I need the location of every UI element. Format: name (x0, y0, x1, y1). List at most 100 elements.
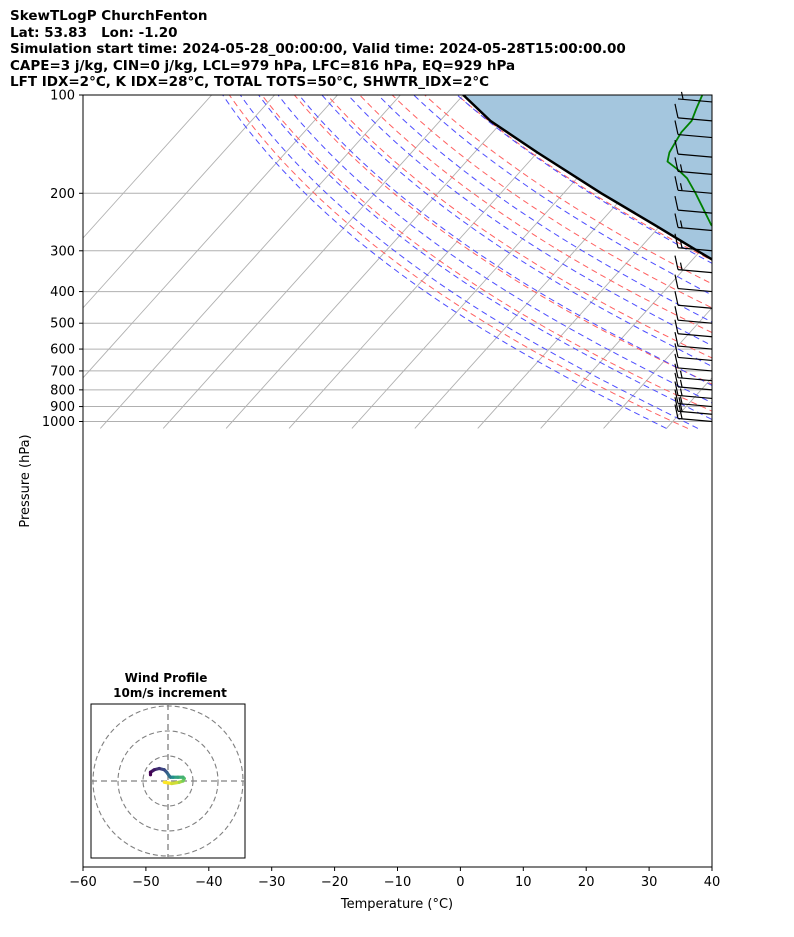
wind-barb-flag (674, 213, 679, 228)
y-tick-label: 600 (50, 343, 75, 358)
wind-barb-flag (674, 397, 679, 412)
isotherm-line (83, 95, 213, 239)
location-line: Lat: 53.83 Lon: -1.20 (10, 24, 178, 41)
wind-barb-flag (674, 195, 679, 211)
x-tick-label: 0 (456, 875, 464, 890)
isotherm-line (83, 95, 275, 309)
wind-barb-staff (677, 226, 713, 232)
moist-adiabat (298, 95, 712, 386)
dry-adiabat (391, 95, 712, 309)
wind-barb (674, 389, 713, 408)
wind-barb-flag (679, 240, 683, 248)
y-tick-label: 1000 (42, 415, 75, 430)
wind-barb-flag (679, 396, 683, 404)
wind-barb-flag (679, 183, 683, 191)
x-tick-label: −60 (69, 875, 96, 890)
moist-adiabat (222, 95, 667, 429)
wind-barb (674, 120, 713, 139)
wind-barb-flag (674, 363, 679, 378)
dry-adiabat (456, 95, 712, 261)
wind-barb-flag (674, 291, 679, 306)
moist-adiabat (321, 95, 712, 368)
isotherm-line (225, 95, 527, 429)
wind-barb-flag (674, 389, 679, 404)
y-tick-label: 800 (50, 383, 75, 398)
x-tick-label: −10 (384, 875, 411, 890)
dry-adiabat (326, 95, 712, 359)
wind-barb-flag (674, 103, 679, 118)
wind-barb-flag (679, 220, 683, 228)
dry-adiabat (359, 95, 712, 334)
wind-barb-flag (674, 120, 679, 135)
wind-barb-staff (677, 377, 713, 382)
isotherm-line (162, 95, 464, 429)
y-tick-label: 100 (50, 89, 75, 104)
moist-adiabat (377, 95, 712, 323)
x-tick-label: −40 (195, 875, 222, 890)
mixing-ratio-line (751, 95, 794, 428)
wind-barb-flag (679, 379, 683, 387)
wind-barb-staff (677, 170, 713, 175)
wind-barb (674, 343, 713, 362)
dry-adiabat (751, 95, 794, 428)
chart-title: SkewTLogP ChurchFenton (10, 8, 208, 24)
wind-barb (674, 233, 713, 252)
wind-barb-flag (674, 233, 679, 248)
wind-barb-flag (674, 372, 679, 387)
temperature-line (770, 95, 794, 422)
wind-barb-flag (679, 388, 683, 396)
wind-barb (674, 363, 713, 382)
indices-line-2: LFT IDX=2°C, K IDX=28°C, TOTAL TOTS=50°C… (10, 74, 490, 90)
hodograph-inset: Wind Profile 10m/s increment (90, 671, 246, 859)
x-axis-ticks: −60 −50 −40 −30 −20 −10 0 10 20 30 40 (69, 867, 720, 890)
indices-line-1: CAPE=3 j/kg, CIN=0 j/kg, LCL=979 hPa, LF… (10, 57, 516, 74)
y-tick-label: 900 (50, 400, 75, 415)
wind-barb (674, 306, 713, 324)
wind-barb-staff (677, 367, 713, 372)
cape-area (463, 95, 712, 260)
moist-adiabat (239, 95, 699, 429)
wind-barb (674, 319, 713, 338)
dry-adiabat (718, 95, 794, 428)
wind-barb (674, 331, 713, 350)
dry-adiabat (228, 95, 689, 429)
wind-barb-flag (674, 343, 679, 358)
wind-barb-flag (674, 140, 679, 155)
wind-barb-flag (674, 157, 679, 172)
moist-adiabat (347, 95, 712, 347)
x-tick-label: −30 (258, 875, 285, 890)
wind-barb-flag (674, 319, 679, 334)
hodograph-subtitle: 10m/s increment (113, 686, 227, 700)
background-lines (83, 95, 794, 429)
chart-header: SkewTLogP ChurchFenton Lat: 53.83 Lon: -… (10, 8, 626, 91)
y-axis-label: Pressure (hPa) (18, 434, 33, 527)
wind-barb-staff (677, 304, 713, 309)
dry-adiabat (294, 95, 712, 385)
wind-barb (674, 372, 713, 391)
wind-barb-staff (677, 133, 713, 139)
wind-barb-flag (674, 274, 679, 289)
wind-barb (674, 353, 713, 372)
isotherm-line (99, 95, 401, 429)
wind-barb (674, 381, 713, 400)
cape-fill (463, 95, 712, 260)
wind-barb-flag (674, 404, 679, 419)
wind-barb-staff (677, 345, 713, 350)
time-line: Simulation start time: 2024-05-28_00:00:… (10, 41, 626, 57)
x-tick-label: 10 (515, 875, 532, 890)
wind-barb-staff (677, 417, 713, 423)
wind-barb-flag (674, 176, 679, 191)
wind-barb-staff (677, 394, 713, 400)
hodograph-title: Wind Profile (125, 671, 208, 685)
moist-adiabat (456, 95, 712, 264)
wind-barb (674, 213, 713, 232)
wind-barbs (674, 91, 713, 423)
wind-barb-flag (679, 370, 683, 378)
wind-barb (674, 195, 713, 214)
wind-barb-staff (677, 117, 713, 122)
wind-barb-flag (674, 255, 679, 270)
wind-barb-staff (677, 386, 713, 391)
x-tick-label: −50 (132, 875, 159, 890)
